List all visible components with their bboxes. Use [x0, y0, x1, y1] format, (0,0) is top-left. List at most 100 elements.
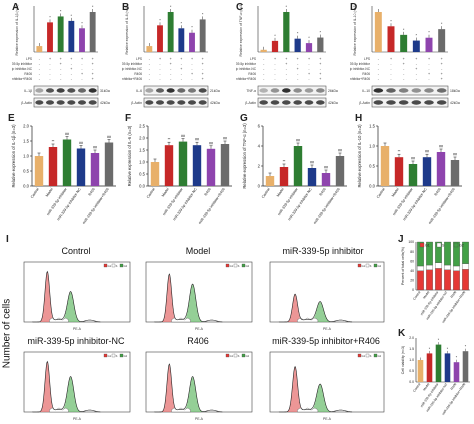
bar	[164, 145, 174, 186]
legend-label: S	[116, 264, 118, 268]
significance-marker: ##	[453, 153, 457, 157]
legend-swatch	[365, 353, 370, 358]
stacked-segment	[462, 263, 469, 270]
treatment-mark: +	[202, 57, 204, 61]
significance-marker: *	[159, 17, 161, 22]
treatment-mark: +	[441, 62, 443, 66]
treatment-mark: +	[403, 62, 405, 66]
treatment-row-label: LPS	[364, 57, 370, 61]
treatment-mark: +	[403, 57, 405, 61]
y-axis-label: Cell viability (n=3)	[401, 346, 405, 374]
treatment-mark: -	[39, 57, 41, 61]
bar	[436, 152, 446, 186]
treatment-mark: +	[297, 57, 299, 61]
g2-peak	[306, 302, 334, 322]
bar	[279, 167, 289, 186]
blot-band	[198, 100, 207, 105]
blot-band	[56, 100, 65, 105]
bar	[62, 139, 72, 186]
bar	[293, 146, 303, 186]
flow-histogram-r406: G1 S G2 PE-A	[145, 351, 253, 421]
x-tick-label: R406	[88, 187, 96, 196]
treatment-row-label: miR-339-5p inhibitor+R406	[236, 77, 256, 81]
bar	[90, 153, 100, 186]
treatment-mark: +	[441, 77, 443, 81]
treatment-mark: +	[60, 57, 62, 61]
legend-swatch	[233, 353, 238, 358]
bar	[317, 37, 324, 52]
histogram-outline	[32, 360, 101, 413]
legend-swatch	[111, 353, 116, 358]
blot-band	[293, 88, 302, 93]
bar	[305, 43, 313, 52]
treatment-mark: -	[159, 62, 161, 66]
blot-band	[198, 88, 207, 93]
bar	[189, 32, 195, 52]
treatment-row-label: LPS	[26, 57, 32, 61]
blot-strip	[143, 85, 209, 96]
treatment-mark: -	[390, 67, 392, 71]
treatment-mark: -	[39, 77, 41, 81]
treatment-row-label: miR-339-5p inhibitor	[12, 62, 33, 66]
treatment-mark: -	[60, 72, 62, 76]
blot-band	[35, 88, 44, 93]
significance-marker: *	[71, 13, 73, 18]
flow-title-inhibitor: miR-339-5p inhibitor	[282, 246, 364, 256]
treatment-mark: -	[274, 77, 276, 81]
blot-band	[304, 88, 314, 93]
blot-kda-label: 42kDa	[100, 101, 110, 105]
blot-band	[373, 100, 384, 105]
stacked-segment	[417, 265, 424, 271]
x-tick-label: Control	[146, 187, 156, 199]
blot-band	[77, 88, 87, 93]
bar	[104, 142, 114, 186]
g2-peak	[306, 384, 334, 412]
significance-marker: *	[403, 27, 405, 32]
bar	[146, 46, 153, 52]
flow-title-model: Model	[185, 246, 211, 256]
blot-band	[424, 100, 434, 105]
x-tick-label: R406	[204, 187, 212, 196]
blot-band	[436, 88, 447, 93]
bar	[220, 144, 230, 186]
legend-label: S	[238, 264, 240, 268]
treatment-mark: +	[297, 67, 299, 71]
blot-kda-label: 42kDa	[450, 101, 460, 105]
treatment-mark: -	[60, 77, 62, 81]
blot-band	[88, 100, 97, 105]
flow-histogram-inhibitor: G1 S G2 PE-A	[269, 261, 385, 331]
bar	[89, 12, 96, 52]
treatment-row-label: R406	[248, 72, 256, 76]
legend-swatch	[373, 353, 378, 358]
panel-label-h: H	[355, 113, 363, 124]
legend-swatch	[233, 263, 238, 268]
blot-band	[166, 88, 175, 93]
bar	[206, 148, 216, 186]
blot-band	[88, 88, 97, 93]
g2-peak	[57, 377, 84, 412]
legend-swatch	[365, 263, 370, 268]
panel-b-blot: Relative expression of IL-6 (n=3) * * * * * LP…	[122, 4, 220, 108]
blot-strip	[33, 85, 99, 96]
y-tick-label: 6	[258, 124, 261, 129]
blot-protein-label: IL-10	[362, 89, 370, 93]
panel-c-blot: Relative expression of TNF-α (n=3) * * * * * L…	[236, 4, 338, 108]
y-tick-label: 1.5	[409, 347, 414, 351]
legend-swatch	[419, 242, 425, 248]
treatment-mark: +	[92, 57, 94, 61]
x-tick-label: Model	[276, 187, 285, 197]
plot-frame	[269, 261, 385, 323]
histogram-outline	[32, 270, 101, 323]
treatment-mark: -	[81, 67, 83, 71]
significance-marker: *	[81, 20, 83, 25]
s-phase-region	[49, 317, 69, 323]
panel-k-chart: Cell viability (n=3) 0.0 0.5 1.0 1.5 2.0 Contr…	[401, 336, 470, 416]
treatment-row-label: miR-339-5p inhibitor	[122, 62, 143, 66]
panel-j-chart: Percent of total cells(%) 0 20 40 60 80 100 Con…	[401, 240, 470, 324]
significance-marker: ##	[195, 138, 199, 142]
y-tick-label: 0.0	[369, 184, 375, 189]
treatment-mark: +	[70, 67, 72, 71]
blot-band	[177, 88, 186, 93]
treatment-mark: +	[92, 72, 94, 76]
bar	[68, 20, 75, 52]
